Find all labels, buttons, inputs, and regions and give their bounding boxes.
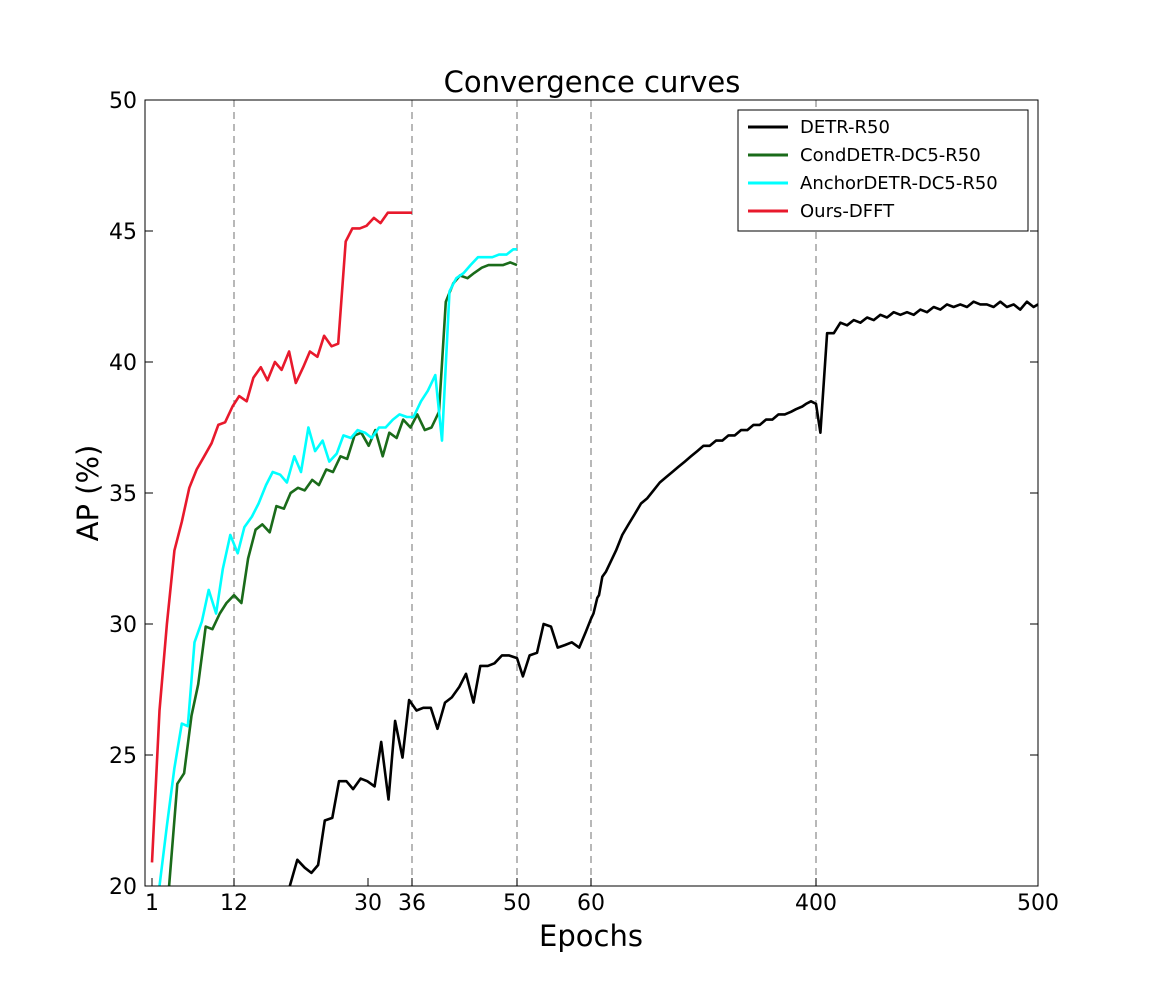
x-axis-title: Epochs bbox=[539, 919, 643, 953]
epoch-vlines bbox=[233, 100, 817, 886]
legend-label-3: Ours-DFFT bbox=[800, 201, 895, 222]
y-axis-title: AP (%) bbox=[71, 445, 105, 542]
x-ticks: 1 12 30 36 50 60 400 500 bbox=[145, 878, 1059, 916]
chart-title: Convergence curves bbox=[444, 65, 741, 99]
y-tick-label: 50 bbox=[109, 89, 137, 114]
x-tick-label: 12 bbox=[220, 891, 248, 916]
y-tick-label: 20 bbox=[109, 875, 137, 900]
y-tick-label: 30 bbox=[109, 613, 137, 638]
x-tick-label: 36 bbox=[398, 891, 426, 916]
x-tick-label: 400 bbox=[795, 891, 837, 916]
legend: DETR-R50 CondDETR-DC5-R50 AnchorDETR-DC5-R… bbox=[737, 109, 1029, 232]
x-tick-label: 30 bbox=[354, 891, 382, 916]
y-tick-label: 25 bbox=[109, 744, 137, 769]
y-tick-label: 35 bbox=[109, 482, 137, 507]
x-tick-label: 50 bbox=[503, 891, 531, 916]
y-tick-label: 45 bbox=[109, 220, 137, 245]
series-line-0 bbox=[288, 300, 1039, 887]
x-tick-label: 60 bbox=[577, 891, 605, 916]
y-tick-label: 40 bbox=[109, 351, 137, 376]
legend-label-0: DETR-R50 bbox=[800, 117, 890, 138]
series-lines bbox=[150, 211, 1039, 887]
series-line-3 bbox=[150, 211, 412, 863]
series-line-2 bbox=[158, 248, 517, 887]
x-tick-label: 500 bbox=[1017, 891, 1059, 916]
y-ticks: 20 25 30 35 40 45 50 bbox=[109, 89, 1038, 900]
legend-label-2: AnchorDETR-DC5-R50 bbox=[800, 173, 998, 194]
x-tick-label: 1 bbox=[145, 891, 159, 916]
legend-label-1: CondDETR-DC5-R50 bbox=[800, 145, 981, 166]
